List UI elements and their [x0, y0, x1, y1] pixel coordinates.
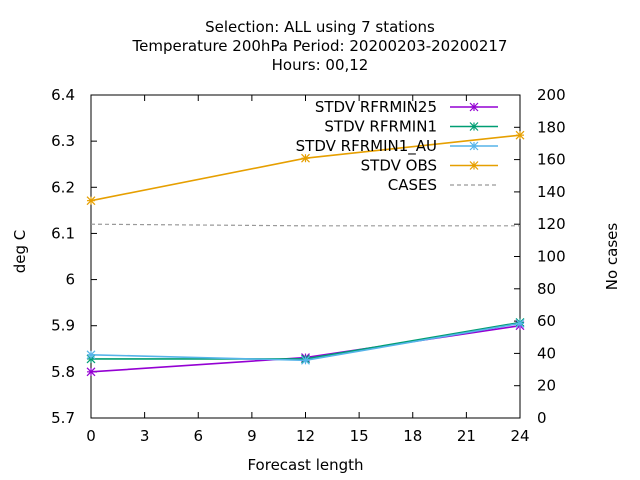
axis-ticks: 0 3 6 9 12 15 18 21 24 5.7 5.8 5.9 6 6.1 6.2 6.3 6.4 0 20 4…: [51, 86, 566, 445]
y2-tick-label: 80: [537, 280, 556, 298]
series-line-cases: [90, 223, 520, 227]
legend-label: STDV RFRMIN1: [324, 118, 437, 136]
y2-tick-label: 160: [537, 151, 566, 169]
x-tick-label: 3: [140, 427, 150, 445]
y2-tick-label: 20: [537, 377, 556, 395]
y2-tick-label: 140: [537, 183, 566, 201]
chart-title-line: Selection: ALL using 7 stations: [205, 18, 435, 36]
legend-marker-stdv-rfrmin1: [469, 122, 479, 131]
x-tick-label: 21: [457, 427, 476, 445]
y-tick-label: 6: [65, 271, 75, 289]
chart-title-line: Hours: 00,12: [272, 56, 369, 74]
y2-tick-label: 120: [537, 215, 566, 233]
x-tick-label: 24: [510, 427, 529, 445]
y2-tick-label: 40: [537, 344, 556, 362]
data-point-stdv-rfrmin25: [86, 367, 96, 377]
y-tick-label: 6.2: [51, 178, 75, 196]
y2-axis-label: No cases: [603, 223, 621, 291]
legend-marker-stdv-obs: [469, 161, 479, 170]
y2-tick-label: 180: [537, 118, 566, 136]
data-point-stdv-obs: [301, 153, 310, 163]
data-point-stdv-rfrmin1-au: [86, 350, 96, 360]
data-point-stdv-rfrmin1-au: [301, 355, 310, 365]
x-tick-label: 6: [193, 427, 203, 445]
x-axis-label: Forecast length: [247, 456, 363, 474]
legend-label: STDV RFRMIN1_AU: [296, 137, 437, 156]
data-point-stdv-rfrmin1-au: [515, 318, 525, 328]
x-tick-label: 9: [247, 427, 257, 445]
series-lines: [86, 130, 525, 377]
y-tick-label: 6.1: [51, 224, 75, 242]
y-tick-label: 5.8: [51, 363, 75, 381]
y2-tick-label: 100: [537, 248, 566, 266]
y2-tick-label: 0: [537, 409, 547, 427]
chart-title-line: Temperature 200hPa Period: 20200203-2020…: [132, 37, 508, 55]
chart-title: Selection: ALL using 7 stationsTemperatu…: [132, 18, 508, 74]
x-tick-label: 12: [296, 427, 315, 445]
y2-tick-label: 200: [537, 86, 566, 104]
legend-label: CASES: [388, 176, 437, 194]
data-point-stdv-obs: [86, 196, 96, 206]
y-tick-label: 5.9: [51, 317, 75, 335]
y-tick-label: 6.3: [51, 132, 75, 150]
legend-label: STDV OBS: [361, 157, 437, 175]
data-point-stdv-obs: [515, 130, 525, 140]
series-line-stdv-rfrmin1: [91, 321, 521, 360]
legend-marker-stdv-rfrmin1-au: [469, 141, 479, 151]
x-tick-label: 0: [86, 427, 96, 445]
legend-label: STDV RFRMIN25: [315, 98, 437, 116]
y-tick-label: 6.4: [51, 86, 75, 104]
y-axis-label: deg C: [11, 230, 29, 274]
legend-marker-stdv-rfrmin25: [469, 102, 479, 112]
y2-tick-label: 60: [537, 312, 556, 330]
y-tick-label: 5.7: [51, 409, 75, 427]
x-tick-label: 15: [350, 427, 369, 445]
x-tick-label: 18: [403, 427, 422, 445]
